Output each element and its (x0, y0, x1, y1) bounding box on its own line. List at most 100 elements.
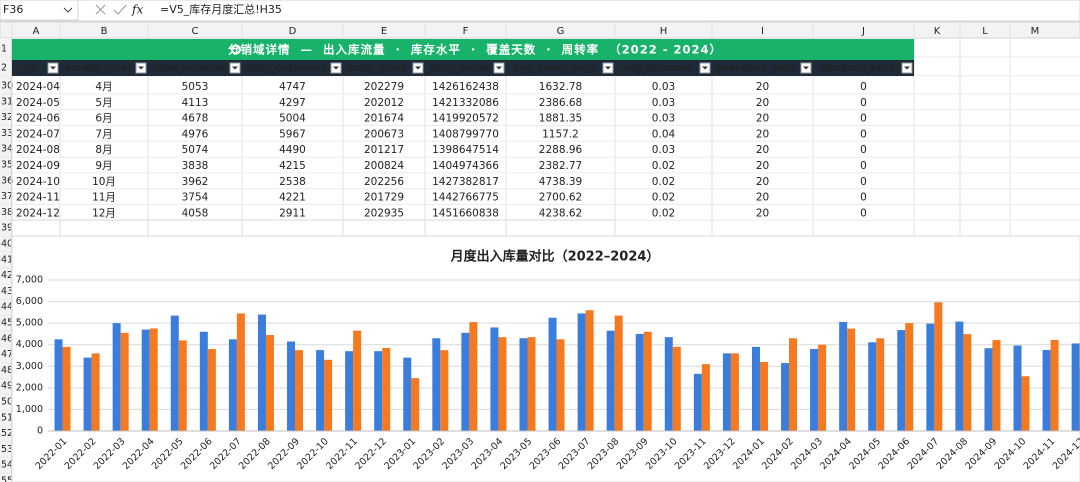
bar (643, 331, 652, 431)
table-cell: 2024-06 (16, 113, 60, 125)
column-letter: C (192, 26, 199, 37)
bar (432, 338, 441, 431)
bar (490, 327, 499, 431)
table-cell: 0 (860, 207, 867, 219)
y-tick-label: 1,000 (16, 404, 43, 415)
table-cell: 200824 (364, 160, 404, 172)
table-cell: 2382.77 (539, 160, 582, 172)
bar (606, 330, 615, 431)
chart-title: 月度出入库量对比（2022–2024） (450, 249, 660, 265)
bar (228, 339, 237, 431)
bar (149, 328, 158, 431)
column-letter: G (557, 26, 565, 37)
table-cell: 2911 (279, 207, 306, 219)
filter-arrow (496, 66, 502, 70)
table-cell: 4058 (182, 207, 209, 219)
bar (170, 315, 179, 431)
table-cell: 11月 (92, 192, 116, 204)
enter-icon[interactable] (113, 4, 127, 15)
table-cell: 2024-09 (16, 160, 60, 172)
name-box[interactable] (0, 0, 79, 21)
table-cell: 202256 (364, 176, 404, 188)
table-cell: 0.02 (652, 207, 675, 219)
bar (382, 347, 391, 431)
table-cell: 2700.62 (539, 192, 582, 204)
table-cell: 2024-04 (16, 81, 60, 93)
name-box-arrow[interactable] (63, 7, 73, 13)
y-tick-label: 0 (37, 426, 43, 437)
header-cell: total_stock (349, 63, 408, 74)
bar (236, 313, 245, 431)
row-header-bar (0, 38, 12, 482)
table-cell: 1451660838 (432, 207, 499, 219)
table-cell: 0.03 (652, 81, 675, 93)
bar (635, 333, 644, 431)
bar (469, 322, 478, 431)
table-cell: 20 (756, 192, 769, 204)
table-cell: 2024-08 (16, 144, 60, 156)
bar (614, 315, 623, 431)
bar (926, 323, 935, 431)
table-cell: 9月 (95, 160, 112, 172)
table-cell: 0.02 (652, 176, 675, 188)
table-cell: 4238.62 (539, 207, 582, 219)
column-letter: F (463, 26, 469, 37)
row-number: 52 (1, 428, 13, 439)
bar (207, 349, 216, 431)
table-cell: 2288.96 (539, 144, 583, 156)
bar (411, 378, 420, 431)
row-number: 33 (1, 128, 13, 139)
table-cell: 5074 (182, 144, 209, 156)
table-cell: 1421332086 (432, 97, 499, 109)
bar (199, 331, 208, 431)
table-cell: 4678 (182, 113, 209, 125)
row-number: 53 (1, 444, 13, 455)
filter-arrow (904, 66, 910, 70)
table-cell: 4113 (182, 97, 209, 109)
bar (257, 314, 266, 431)
bar (701, 364, 710, 431)
table-cell: 0.04 (652, 128, 676, 140)
table-cell: 4738.39 (539, 176, 582, 188)
table-cell: 5004 (279, 113, 306, 125)
bar (287, 341, 296, 431)
table-cell: 0.03 (652, 113, 675, 125)
table-cell: 0 (860, 128, 867, 140)
table-cell: 3962 (182, 176, 209, 188)
table-cell: 0.03 (652, 97, 675, 109)
column-letter: K (934, 26, 941, 37)
table-cell: 202012 (364, 97, 404, 109)
row-number: 38 (1, 207, 13, 218)
filter-arrow (138, 66, 144, 70)
header-cell: month_label (65, 63, 130, 74)
table-cell: 200673 (364, 128, 404, 140)
table-cell: 0 (860, 97, 867, 109)
table-cell: 5月 (95, 97, 112, 109)
row-number: 36 (1, 175, 13, 186)
fx-icon[interactable]: fx (131, 3, 143, 17)
y-tick-label: 4,000 (16, 339, 43, 350)
column-letter: J (861, 26, 865, 37)
row-number: 40 (1, 239, 13, 250)
table-cell: 4976 (182, 128, 209, 140)
row-number: 31 (1, 96, 13, 107)
banner-icon (231, 44, 241, 55)
column-letter: D (289, 26, 297, 37)
bar (54, 339, 63, 431)
table-cell: 5967 (279, 128, 306, 140)
bar (440, 350, 449, 431)
table-cell: 201674 (364, 113, 404, 125)
cancel-icon[interactable] (95, 4, 106, 15)
table-cell: 2024-07 (16, 128, 60, 140)
table-cell: 2024-05 (16, 97, 60, 109)
row-number: 34 (1, 144, 13, 155)
bar (963, 334, 972, 431)
filter-arrow (232, 66, 238, 70)
bar (1071, 343, 1080, 431)
row-number: 43 (1, 286, 13, 297)
bar (934, 302, 943, 431)
bar (295, 350, 304, 431)
bar (91, 353, 100, 431)
table-cell: 202935 (364, 207, 404, 219)
